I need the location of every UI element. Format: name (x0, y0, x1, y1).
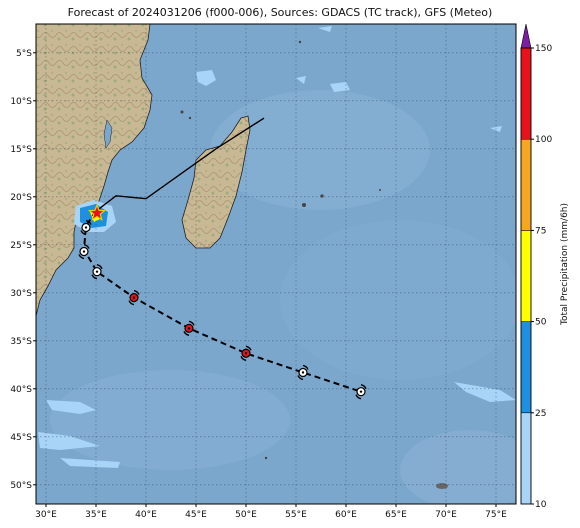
lat-tick-label: 45°S (10, 433, 32, 443)
lat-tick-label: 30°S (10, 289, 32, 299)
lat-tick-label: 5°S (16, 49, 32, 59)
lat-tick-label: 25°S (10, 241, 32, 251)
precipitation-field (38, 26, 516, 468)
colorbar-segment (520, 230, 532, 322)
cyclone-symbol[interactable] (355, 383, 367, 400)
colorbar-tick-label: 100 (535, 135, 552, 145)
cyclone-symbol[interactable] (240, 345, 252, 361)
latitude-ticks: 5°S 10°S 15°S 20°S 25°S 30°S 35°S 40°S 45°S 50°S (10, 49, 36, 491)
lon-tick-label: 65°E (385, 510, 407, 520)
lat-tick-label: 20°S (10, 193, 32, 203)
colorbar-tick-label: 50 (535, 318, 547, 328)
lat-tick-label: 40°S (10, 385, 32, 395)
colorbar-segment (520, 321, 532, 414)
colorbar-tick-label: 75 (535, 226, 546, 236)
precipitation-colorbar: 10 25 50 75 100 150 Total Precipitation (mm/6… (520, 23, 570, 510)
lat-tick-label: 50°S (10, 481, 32, 491)
colorbar-tick-label: 25 (535, 409, 546, 419)
lon-tick-label: 60°E (335, 510, 357, 520)
cyclone-symbols (78, 219, 367, 400)
cyclone-symbol[interactable] (297, 364, 309, 381)
colorbar-tick-label: 150 (535, 44, 552, 54)
cyclone-symbol[interactable] (80, 219, 92, 236)
lon-tick-label: 35°E (85, 510, 107, 520)
cyclone-symbol[interactable] (128, 289, 140, 306)
lon-tick-label: 55°E (285, 510, 307, 520)
lat-tick-label: 35°S (10, 337, 32, 347)
lon-tick-label: 70°E (435, 510, 457, 520)
colorbar-segment (520, 412, 532, 505)
map-area[interactable] (36, 24, 540, 510)
longitude-ticks: 30°E 35°E 40°E 45°E 50°E 55°E 60°E 65°E 70°E 75°E (35, 504, 507, 520)
graticule (36, 24, 516, 504)
colorbar-segment (520, 138, 532, 231)
africa-land (36, 24, 153, 317)
lat-tick-label: 15°S (10, 145, 32, 155)
colorbar-extend-arrow (520, 23, 532, 49)
colorbar-label: Total Precipitation (mm/6h) (560, 203, 570, 326)
colorbar-tick-label: 10 (535, 500, 547, 510)
lon-tick-label: 75°E (485, 510, 507, 520)
map-title: Forecast of 2024031206 (f000-006), Sourc… (67, 6, 493, 19)
colorbar-segment (520, 47, 532, 140)
current-position-star[interactable] (87, 203, 107, 221)
lon-tick-label: 45°E (185, 510, 207, 520)
cyclone-symbol[interactable] (183, 320, 195, 337)
lon-tick-label: 40°E (135, 510, 157, 520)
past-track-line (95, 117, 265, 212)
cyclone-symbol[interactable] (91, 263, 103, 280)
island (180, 110, 184, 114)
lon-tick-label: 30°E (35, 510, 57, 520)
lon-tick-label: 50°E (235, 510, 257, 520)
lat-tick-label: 10°S (10, 97, 32, 107)
map-frame (35, 23, 517, 505)
cyclone-symbol[interactable] (78, 243, 90, 260)
